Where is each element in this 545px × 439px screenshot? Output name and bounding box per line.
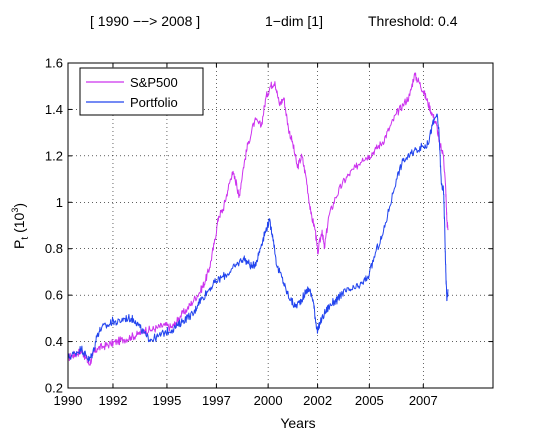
x-tick-label: 2002 <box>303 393 332 408</box>
legend-label-sp500: S&P500 <box>130 75 178 90</box>
title-threshold: Threshold: 0.4 <box>368 13 458 29</box>
y-axis-label-unit-exp: 3 <box>10 208 20 213</box>
legend-label-portfolio: Portfolio <box>130 95 178 110</box>
y-tick-label: 1.2 <box>45 148 63 163</box>
x-tick-label: 1997 <box>202 393 231 408</box>
tick-marks <box>67 62 493 389</box>
x-axis-label: Years <box>280 415 315 431</box>
y-axis-label-unit-close: ) <box>11 203 27 208</box>
x-tick-label: 2005 <box>355 393 384 408</box>
x-tick-labels: 1990 1992 1995 1997 2000 2002 2005 2007 <box>54 393 438 408</box>
legend-box <box>79 67 204 116</box>
y-tick-label: 1.4 <box>45 102 63 117</box>
title-dim: 1−dim [1] <box>265 13 323 29</box>
y-axis-label: Pt (103) <box>10 203 31 249</box>
y-axis-label-sub: t <box>20 237 31 240</box>
series-layer <box>67 72 449 366</box>
y-tick-label: 0.4 <box>45 334 63 349</box>
axes-frame <box>67 62 494 389</box>
series-line-sp500 <box>67 72 449 366</box>
y-tick-labels: 0.2 0.4 0.6 0.8 1 1.2 1.4 1.6 <box>45 56 63 396</box>
y-axis-label-unit-open: (10 <box>11 212 27 232</box>
title-range: [ 1990 −−> 2008 ] <box>90 13 200 29</box>
x-tick-label: 1995 <box>152 393 181 408</box>
y-tick-label: 0.2 <box>45 381 63 396</box>
x-tick-label: 1992 <box>99 393 128 408</box>
y-tick-label: 1.6 <box>45 56 63 71</box>
x-tick-label: 2007 <box>409 393 438 408</box>
x-tick-label: 2000 <box>254 393 283 408</box>
y-axis-label-main: P <box>11 240 27 249</box>
y-tick-label: 0.6 <box>45 288 63 303</box>
legend: S&P500 Portfolio <box>79 67 204 116</box>
grid-lines <box>68 63 493 388</box>
y-tick-label: 1 <box>56 195 63 210</box>
y-tick-label: 0.8 <box>45 241 63 256</box>
x-tick-label: 1990 <box>54 393 83 408</box>
series-line-portfolio <box>67 113 449 362</box>
